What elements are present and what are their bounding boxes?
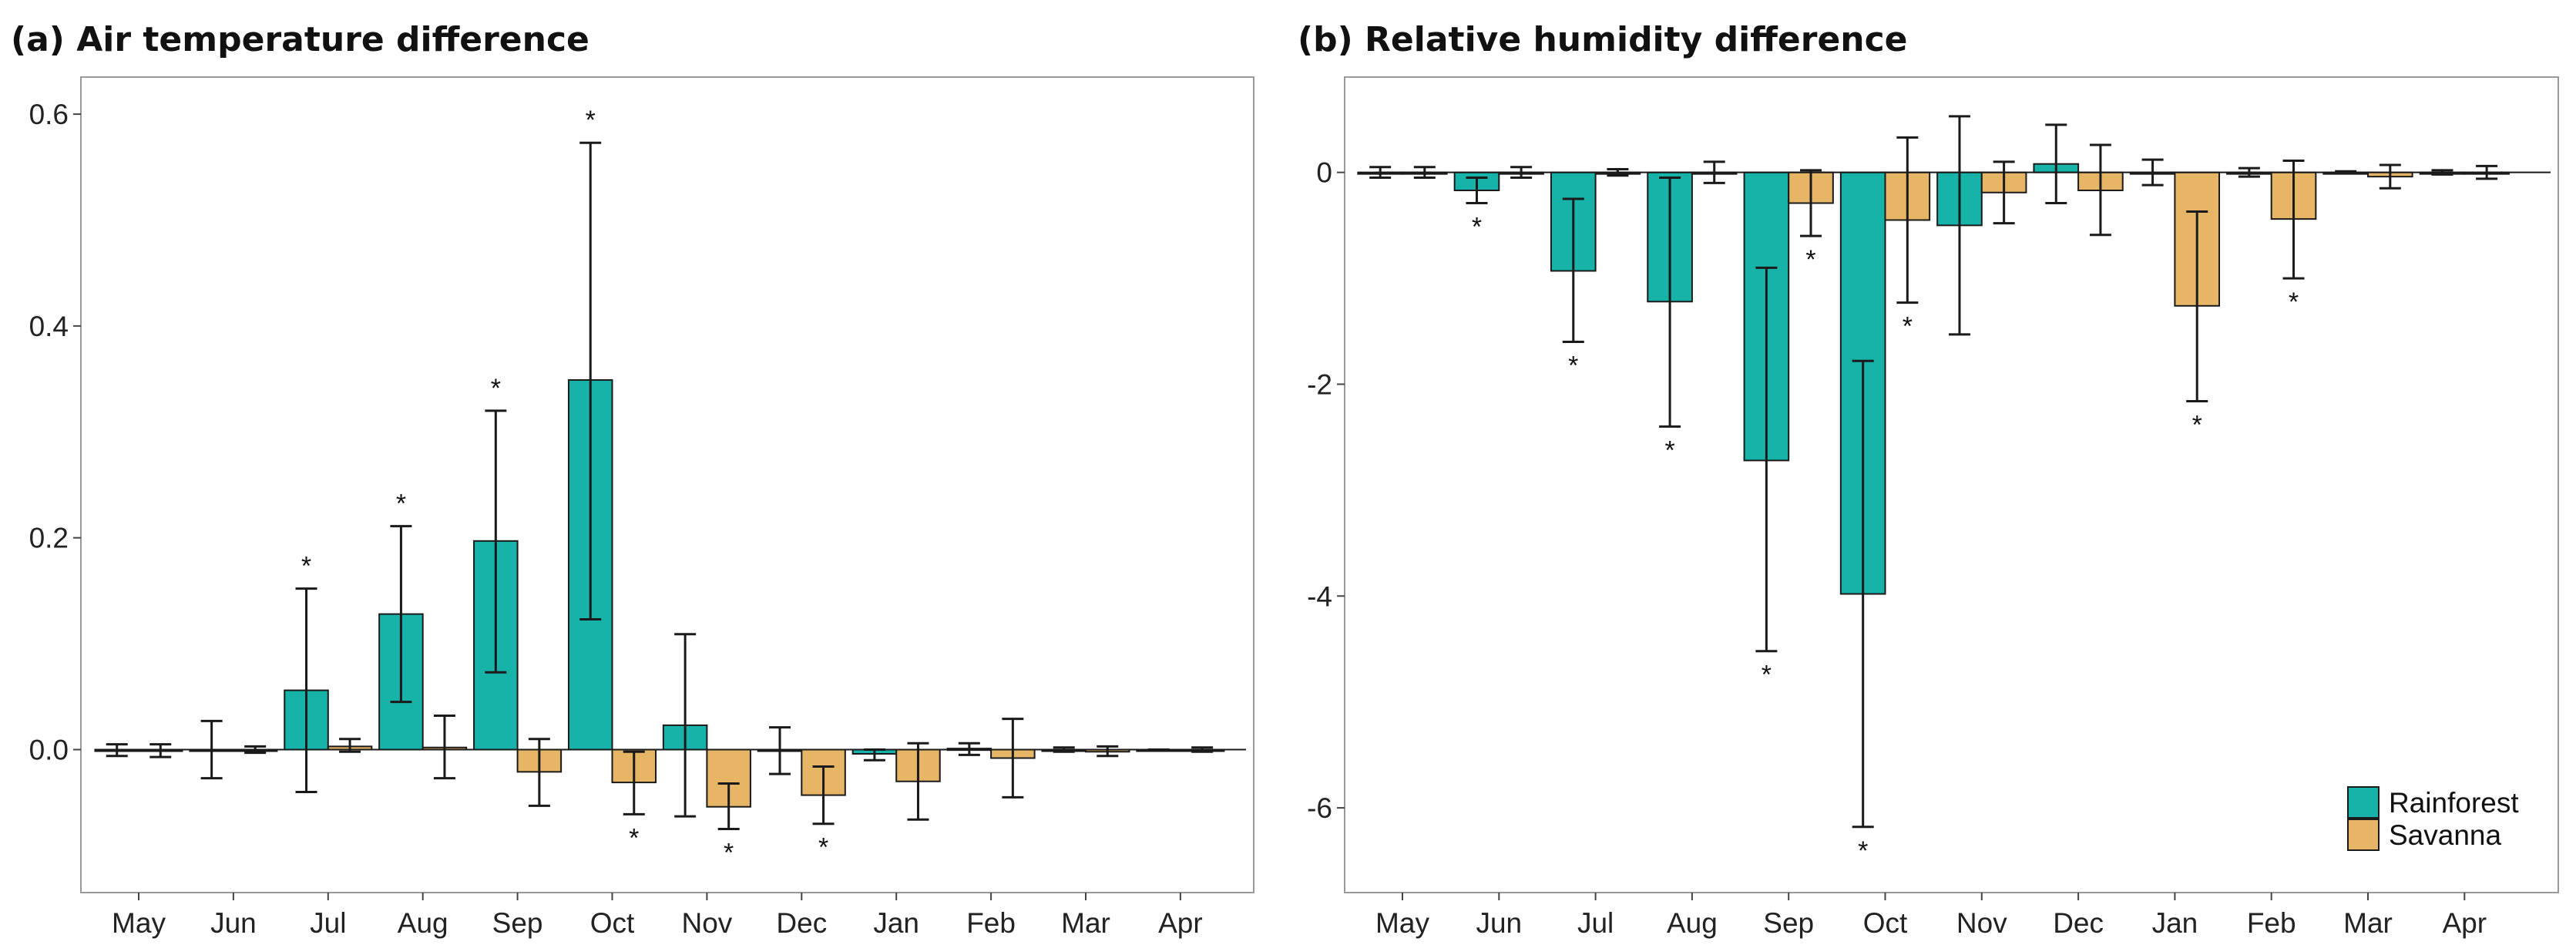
panel-a-xtick-label: Jun — [210, 907, 257, 939]
legend-swatch-savanna — [2347, 819, 2380, 851]
panel-a-ytick-label: 0.0 — [29, 735, 69, 766]
panel-a-xtick-label: Nov — [681, 907, 732, 939]
panel-a-xtick-label: Feb — [966, 907, 1016, 939]
panel-b-xtick-label: May — [1375, 907, 1429, 939]
legend-label-rainforest: Rainforest — [2389, 787, 2519, 819]
panel-b-significance-star: * — [1472, 213, 1482, 242]
panel-b-significance-star: * — [1858, 836, 1868, 866]
panel-b-xtick-label: Apr — [2443, 907, 2487, 939]
panel-a-significance-star: * — [818, 833, 828, 863]
panel-b-xtick-label: Nov — [1956, 907, 2007, 939]
panel-a-significance-star: * — [491, 374, 501, 403]
panel-a-title: (a) Air temperature difference — [11, 20, 589, 59]
panel-a-significance-star: * — [724, 839, 734, 868]
panel-b-significance-star: * — [2289, 288, 2299, 317]
panel-a-ytick-label: 0.2 — [29, 523, 69, 554]
panel-b-title: (b) Relative humidity difference — [1298, 20, 1908, 59]
panel-b-significance-star: * — [1664, 436, 1674, 465]
panel-b-plot-frame — [1344, 76, 2559, 893]
panel-a-plot-frame — [80, 76, 1254, 893]
panel-a-xtick-label: Oct — [590, 907, 635, 939]
panel-a-xtick-label: Aug — [398, 907, 448, 939]
panel-b-xtick-label: Jan — [2152, 907, 2198, 939]
panel-b-significance-star: * — [1903, 312, 1913, 341]
panel-b-significance-star: * — [1762, 661, 1772, 690]
panel-b-xtick-label: Dec — [2053, 907, 2104, 939]
panel-a-significance-star: * — [301, 552, 311, 581]
panel-a-xtick-label: Dec — [776, 907, 827, 939]
panel-b-chart: -6 -4 -2 0 May Jun Jul Aug Sep Oct Nov Dec Jan Feb Mar… — [1307, 76, 2559, 939]
panel-a-ytick-label: 0.4 — [29, 311, 69, 342]
panel-b-xtick-label: Jul — [1577, 907, 1614, 939]
panel-a-xtick-label: May — [112, 907, 166, 939]
panel-b-xtick-label: Jun — [1476, 907, 1522, 939]
panel-b-xtick-label: Oct — [1863, 907, 1908, 939]
panel-b-ytick-label: -6 — [1307, 792, 1332, 824]
panel-a-significance-star: * — [629, 823, 639, 853]
panel-a-xtick-label: Mar — [1061, 907, 1110, 939]
panel-a-xtick-label: Sep — [492, 907, 543, 939]
panel-b-xtick-label: Aug — [1667, 907, 1718, 939]
legend: Rainforest Savanna — [2347, 786, 2519, 851]
panel-a-significance-star: * — [586, 106, 596, 135]
panel-b-significance-star: * — [1568, 351, 1578, 381]
panel-a-ytick-label: 0.6 — [29, 99, 69, 130]
panel-a-significance-star: * — [396, 489, 406, 519]
panel-b-xtick-label: Feb — [2247, 907, 2296, 939]
panel-b-significance-star: * — [1805, 245, 1815, 274]
panel-b-ytick-label: -2 — [1307, 368, 1332, 400]
panel-b-ytick-label: 0 — [1316, 157, 1332, 189]
legend-label-savanna: Savanna — [2389, 819, 2501, 851]
panel-b-xtick-label: Sep — [1763, 907, 1814, 939]
panel-b-significance-star: * — [2192, 410, 2202, 439]
legend-swatch-rainforest — [2347, 786, 2380, 819]
panel-b-ytick-label: -4 — [1307, 580, 1332, 612]
panel-a-xtick-label: Jul — [310, 907, 346, 939]
panel-b-xtick-label: Mar — [2343, 907, 2393, 939]
panel-a-chart: 0.0 0.2 0.4 0.6 May Jun Jul Aug Sep Oct Nov Dec Jan F… — [29, 76, 1254, 939]
panel-a-xtick-label: Jan — [873, 907, 919, 939]
panel-a-xtick-label: Apr — [1158, 907, 1203, 939]
